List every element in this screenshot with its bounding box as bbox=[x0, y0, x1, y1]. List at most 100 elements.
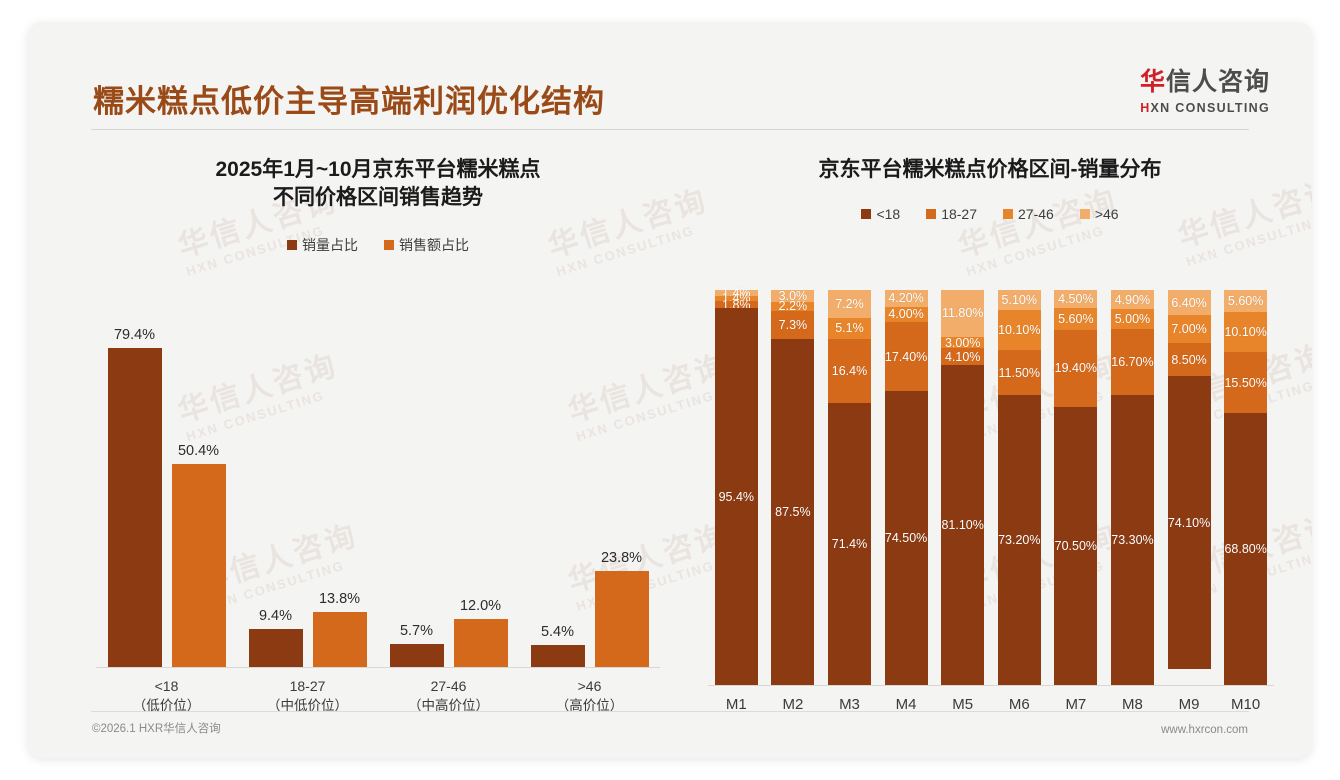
stack-segment-18-27[interactable]: 4.10% bbox=[941, 348, 985, 365]
stack-segment-18-27[interactable]: 11.50% bbox=[997, 350, 1041, 396]
stack-segment-<18[interactable]: 73.30% bbox=[1110, 395, 1154, 685]
bar-group: 5.4% bbox=[530, 306, 585, 667]
segment-value-label: 10.10% bbox=[998, 323, 1041, 338]
stack-segment->46[interactable]: 4.50% bbox=[1054, 290, 1098, 308]
right-chart-panel: 京东平台糯米糕点价格区间-销量分布 <18 18-27 27-46 >46 1.4% 1… bbox=[690, 138, 1290, 718]
left-chart-x-axis: <18 （低价位） 18-27 （中低价位） 27-46 （中高价位） >46 （高价位） bbox=[96, 668, 660, 726]
stacked-bar[interactable]: 5.10% 10.10% 11.50% 73.20% bbox=[997, 290, 1041, 685]
stack-segment-27-46[interactable]: 3.00% bbox=[941, 336, 985, 350]
stack-segment-18-27[interactable]: 17.40% bbox=[884, 322, 928, 391]
stack-segment-27-46[interactable]: 10.10% bbox=[1224, 312, 1268, 352]
segment-value-label: 17.40% bbox=[884, 349, 928, 364]
stacked-bar[interactable]: 4.20% 4.00% 17.40% 74.50% bbox=[884, 290, 928, 685]
stack-segment->46[interactable]: 4.20% bbox=[884, 290, 928, 307]
stack-segment-18-27[interactable]: 1.8% bbox=[714, 298, 758, 312]
x-axis-tick-label: M1 bbox=[725, 696, 747, 713]
right-legend-item[interactable]: >46 bbox=[1079, 206, 1119, 222]
right-legend-item[interactable]: 27-46 bbox=[1003, 206, 1054, 222]
segment-value-label: 11.80% bbox=[941, 306, 984, 321]
stack-segment->46[interactable]: 6.40% bbox=[1167, 290, 1211, 316]
left-grouped-bar-chart: 79.4% 50.4% 9.4% 13.8% 5.7% 12.0% 5.4% 23.8% <1… bbox=[96, 306, 660, 726]
bar-销量占比[interactable] bbox=[107, 347, 162, 667]
right-legend-item[interactable]: 18-27 bbox=[926, 206, 977, 222]
stack-segment-27-46[interactable]: 10.10% bbox=[997, 310, 1041, 351]
segment-value-label: 7.2% bbox=[835, 297, 864, 312]
stacked-bar[interactable]: 11.80% 3.00% 4.10% 81.10% bbox=[941, 290, 985, 685]
stacked-bar-column: 3.0% 2.2% 7.3% 87.5% bbox=[765, 288, 822, 685]
right-stacked-bar-chart: 1.4% 1.4% 1.8% 95.4% 3.0% 2.2% 7.3% 87.5% 7.2% 5.… bbox=[708, 286, 1274, 726]
bar-value-label: 12.0% bbox=[459, 597, 502, 614]
stacked-bar-column: 4.20% 4.00% 17.40% 74.50% bbox=[878, 290, 935, 685]
stacked-bar-column: 5.10% 10.10% 11.50% 73.20% bbox=[991, 290, 1048, 685]
stack-segment-<18[interactable]: 70.50% bbox=[1054, 406, 1098, 685]
x-axis-tick-label: M3 bbox=[839, 696, 860, 713]
stack-segment-27-46[interactable]: 5.00% bbox=[1110, 309, 1154, 330]
left-legend-item[interactable]: 销售额占比 bbox=[384, 235, 469, 255]
stack-segment-<18[interactable]: 87.5% bbox=[771, 339, 815, 685]
segment-value-label: 11.50% bbox=[998, 365, 1040, 380]
stack-segment->46[interactable]: 11.80% bbox=[941, 290, 985, 337]
stack-segment-27-46[interactable]: 2.2% bbox=[771, 299, 815, 313]
bar-销售额占比[interactable] bbox=[171, 464, 226, 667]
segment-value-label: 3.0% bbox=[778, 288, 808, 303]
stack-segment-27-46[interactable]: 7.00% bbox=[1167, 315, 1211, 343]
bar-group: 9.4% bbox=[248, 306, 303, 667]
stacked-bar[interactable]: 4.90% 5.00% 16.70% 73.30% bbox=[1110, 290, 1154, 685]
stack-segment-<18[interactable]: 81.10% bbox=[941, 364, 985, 685]
stack-segment-<18[interactable]: 74.50% bbox=[884, 391, 928, 685]
stack-segment-<18[interactable]: 71.4% bbox=[827, 403, 871, 685]
stacked-bar[interactable]: 6.40% 7.00% 8.50% 74.10% bbox=[1167, 290, 1211, 685]
stack-segment->46[interactable]: 4.90% bbox=[1110, 290, 1154, 310]
stack-segment->46[interactable]: 7.2% bbox=[827, 290, 871, 319]
x-axis-tick-label: M7 bbox=[1065, 696, 1087, 713]
legend-label: 18-27 bbox=[941, 206, 977, 223]
bar-销量占比[interactable] bbox=[389, 644, 444, 667]
bar-group: 5.7% bbox=[389, 306, 444, 667]
right-legend-item[interactable]: <18 bbox=[861, 206, 900, 222]
bar-value-label: 13.8% bbox=[318, 590, 361, 607]
legend-label: 销售额占比 bbox=[399, 236, 469, 253]
stacked-bar[interactable]: 3.0% 2.2% 7.3% 87.5% bbox=[771, 288, 815, 685]
stack-segment-18-27[interactable]: 16.70% bbox=[1110, 329, 1154, 396]
stack-segment-18-27[interactable]: 7.3% bbox=[771, 310, 815, 340]
stack-segment-<18[interactable]: 73.20% bbox=[997, 395, 1041, 685]
stack-segment-<18[interactable]: 95.4% bbox=[714, 308, 758, 685]
segment-value-label: 68.80% bbox=[1224, 542, 1267, 557]
header-divider bbox=[91, 129, 1249, 130]
stacked-bar-column: 11.80% 3.00% 4.10% 81.10% bbox=[934, 290, 991, 685]
bar-销售额占比[interactable] bbox=[453, 618, 508, 667]
segment-value-label: 16.4% bbox=[831, 363, 868, 378]
stack-segment-18-27[interactable]: 19.40% bbox=[1054, 329, 1098, 407]
slide: 糯米糕点低价主导高端利润优化结构 华信人咨询 HXN CONSULTING 华信… bbox=[28, 22, 1312, 758]
stacked-bar[interactable]: 5.60% 10.10% 15.50% 68.80% bbox=[1224, 290, 1268, 685]
bar-group: 12.0% bbox=[453, 306, 508, 667]
stacked-bar-column: 4.90% 5.00% 16.70% 73.30% bbox=[1104, 290, 1161, 685]
stack-segment-27-46[interactable]: 5.1% bbox=[827, 318, 871, 339]
bar-销量占比[interactable] bbox=[530, 645, 585, 667]
stack-segment->46[interactable]: 5.10% bbox=[997, 290, 1041, 311]
segment-value-label: 8.50% bbox=[1171, 352, 1207, 367]
stack-segment-27-46[interactable]: 4.00% bbox=[884, 306, 928, 323]
stack-segment->46[interactable]: 5.60% bbox=[1224, 290, 1268, 313]
stacked-bar[interactable]: 1.4% 1.4% 1.8% 95.4% bbox=[714, 286, 758, 685]
stack-segment-18-27[interactable]: 16.4% bbox=[827, 338, 871, 404]
bar-销量占比[interactable] bbox=[248, 629, 303, 667]
left-legend-item[interactable]: 销量占比 bbox=[287, 235, 358, 255]
x-axis-tick-sublabel: （低价位） bbox=[132, 698, 201, 714]
stacked-bar[interactable]: 7.2% 5.1% 16.4% 71.4% bbox=[827, 290, 871, 685]
stack-segment-18-27[interactable]: 15.50% bbox=[1224, 352, 1268, 414]
stack-segment-27-46[interactable]: 5.60% bbox=[1054, 307, 1098, 330]
legend-swatch-icon bbox=[1003, 209, 1013, 220]
stacked-bar[interactable]: 4.50% 5.60% 19.40% 70.50% bbox=[1054, 290, 1098, 685]
stack-segment-18-27[interactable]: 8.50% bbox=[1167, 342, 1211, 377]
stacked-bar-column: 5.60% 10.10% 15.50% 68.80% bbox=[1217, 290, 1274, 685]
left-chart-panel: 2025年1月~10月京东平台糯米糕点 不同价格区间销售趋势 销量占比 销售额占比… bbox=[68, 138, 688, 718]
bar-销售额占比[interactable] bbox=[312, 611, 367, 667]
bar-销售额占比[interactable] bbox=[594, 571, 649, 667]
stack-segment->46[interactable]: 3.0% bbox=[771, 288, 815, 303]
x-axis-tick-label: M9 bbox=[1178, 696, 1200, 713]
right-chart-title: 京东平台糯米糕点价格区间-销量分布 bbox=[818, 158, 1162, 181]
stack-segment-<18[interactable]: 68.80% bbox=[1224, 413, 1268, 685]
stack-segment-<18[interactable]: 74.10% bbox=[1167, 376, 1211, 670]
bar-group: 23.8% bbox=[594, 306, 649, 667]
